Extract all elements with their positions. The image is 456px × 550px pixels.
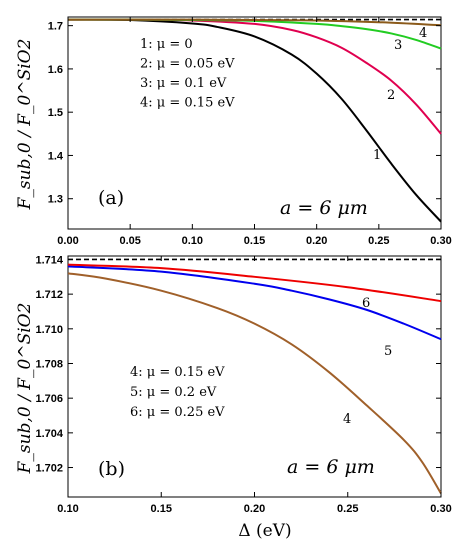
legend-entry: 4: μ = 0.15 eV <box>130 365 225 380</box>
y-tick-label: 1.712 <box>35 289 63 301</box>
curve-label-b-6: 6 <box>362 296 370 311</box>
y-tick-label: 1.6 <box>48 64 63 76</box>
series-group-b <box>67 263 442 495</box>
x-tick-label: 0.30 <box>430 235 451 247</box>
legend-entry: 3: μ = 0.1 eV <box>140 76 227 91</box>
series-line-a-1 <box>67 18 442 223</box>
x-tick-label: 0.15 <box>244 235 265 247</box>
curve-label-a-2: 2 <box>387 88 395 103</box>
legend-entry: 1: μ = 0 <box>140 37 193 52</box>
x-tick-label: 0.25 <box>368 235 389 247</box>
x-tick-label: 0.15 <box>151 503 172 515</box>
y-tick-label: 1.702 <box>35 463 63 475</box>
y-tick-label: 1.7 <box>48 21 63 33</box>
ticks-a: 0.00 0.05 0.10 0.15 0.20 0.25 0.30 1.3 1.4 1.5 1.6… <box>48 17 452 247</box>
x-tick-label: 0.25 <box>337 503 358 515</box>
y-tick-label: 1.3 <box>48 194 63 206</box>
legend-b: 4: μ = 0.15 eV 5: μ = 0.2 eV 6: μ = 0.25 e… <box>130 365 225 420</box>
y-tick-label: 1.710 <box>35 324 63 336</box>
series-line-b-5 <box>67 265 442 341</box>
legend-a: 1: μ = 0 2: μ = 0.05 eV 3: μ = 0.1 eV 4: μ … <box>140 37 235 111</box>
x-tick-label: 0.20 <box>244 503 265 515</box>
legend-entry: 2: μ = 0.05 eV <box>140 57 235 72</box>
x-tick-label: 0.00 <box>57 235 78 247</box>
curve-label-a-3: 3 <box>394 38 402 53</box>
curve-label-b-5: 5 <box>384 344 392 359</box>
y-tick-label: 1.704 <box>35 428 63 440</box>
curve-label-a-4: 4 <box>419 26 427 41</box>
x-axis-label-b: Δ (eV) <box>238 521 291 541</box>
y-axis-label-a: F_sub,0 / F_0^SiO2 <box>15 39 35 211</box>
legend-entry: 5: μ = 0.2 eV <box>130 385 217 400</box>
annotation-a: a = 6 μm <box>280 197 368 219</box>
x-tick-label: 0.30 <box>430 503 451 515</box>
x-tick-label: 0.10 <box>57 503 78 515</box>
x-tick-label: 0.10 <box>182 235 203 247</box>
legend-entry: 6: μ = 0.25 eV <box>130 405 225 420</box>
panel-a: 0.00 0.05 0.10 0.15 0.20 0.25 0.30 1.3 1.4 1.5 1.6… <box>15 16 452 247</box>
series-line-b-4 <box>67 272 442 495</box>
legend-entry: 4: μ = 0.15 eV <box>140 96 235 111</box>
ticks-b: 0.10 0.15 0.20 0.25 0.30 1.702 1.704 1.706 1.708… <box>35 254 451 515</box>
y-tick-label: 1.4 <box>48 150 64 162</box>
panel-label-a: (a) <box>98 187 124 209</box>
panel-label-b: (b) <box>98 458 125 480</box>
y-tick-label: 1.714 <box>35 254 63 266</box>
panel-b: 0.10 0.15 0.20 0.25 0.30 1.702 1.704 1.706 1.708… <box>15 254 452 541</box>
x-tick-label: 0.05 <box>119 235 140 247</box>
curve-label-a-1: 1 <box>373 148 381 163</box>
annotation-b: a = 6 μm <box>287 456 375 478</box>
y-tick-label: 1.5 <box>48 107 63 119</box>
curve-label-b-4: 4 <box>343 412 351 427</box>
y-tick-label: 1.708 <box>35 358 63 370</box>
series-line-b-6 <box>67 263 442 303</box>
y-axis-label-b: F_sub,0 / F_0^SiO2 <box>15 303 35 475</box>
x-tick-label: 0.20 <box>306 235 327 247</box>
y-tick-label: 1.706 <box>35 393 63 405</box>
